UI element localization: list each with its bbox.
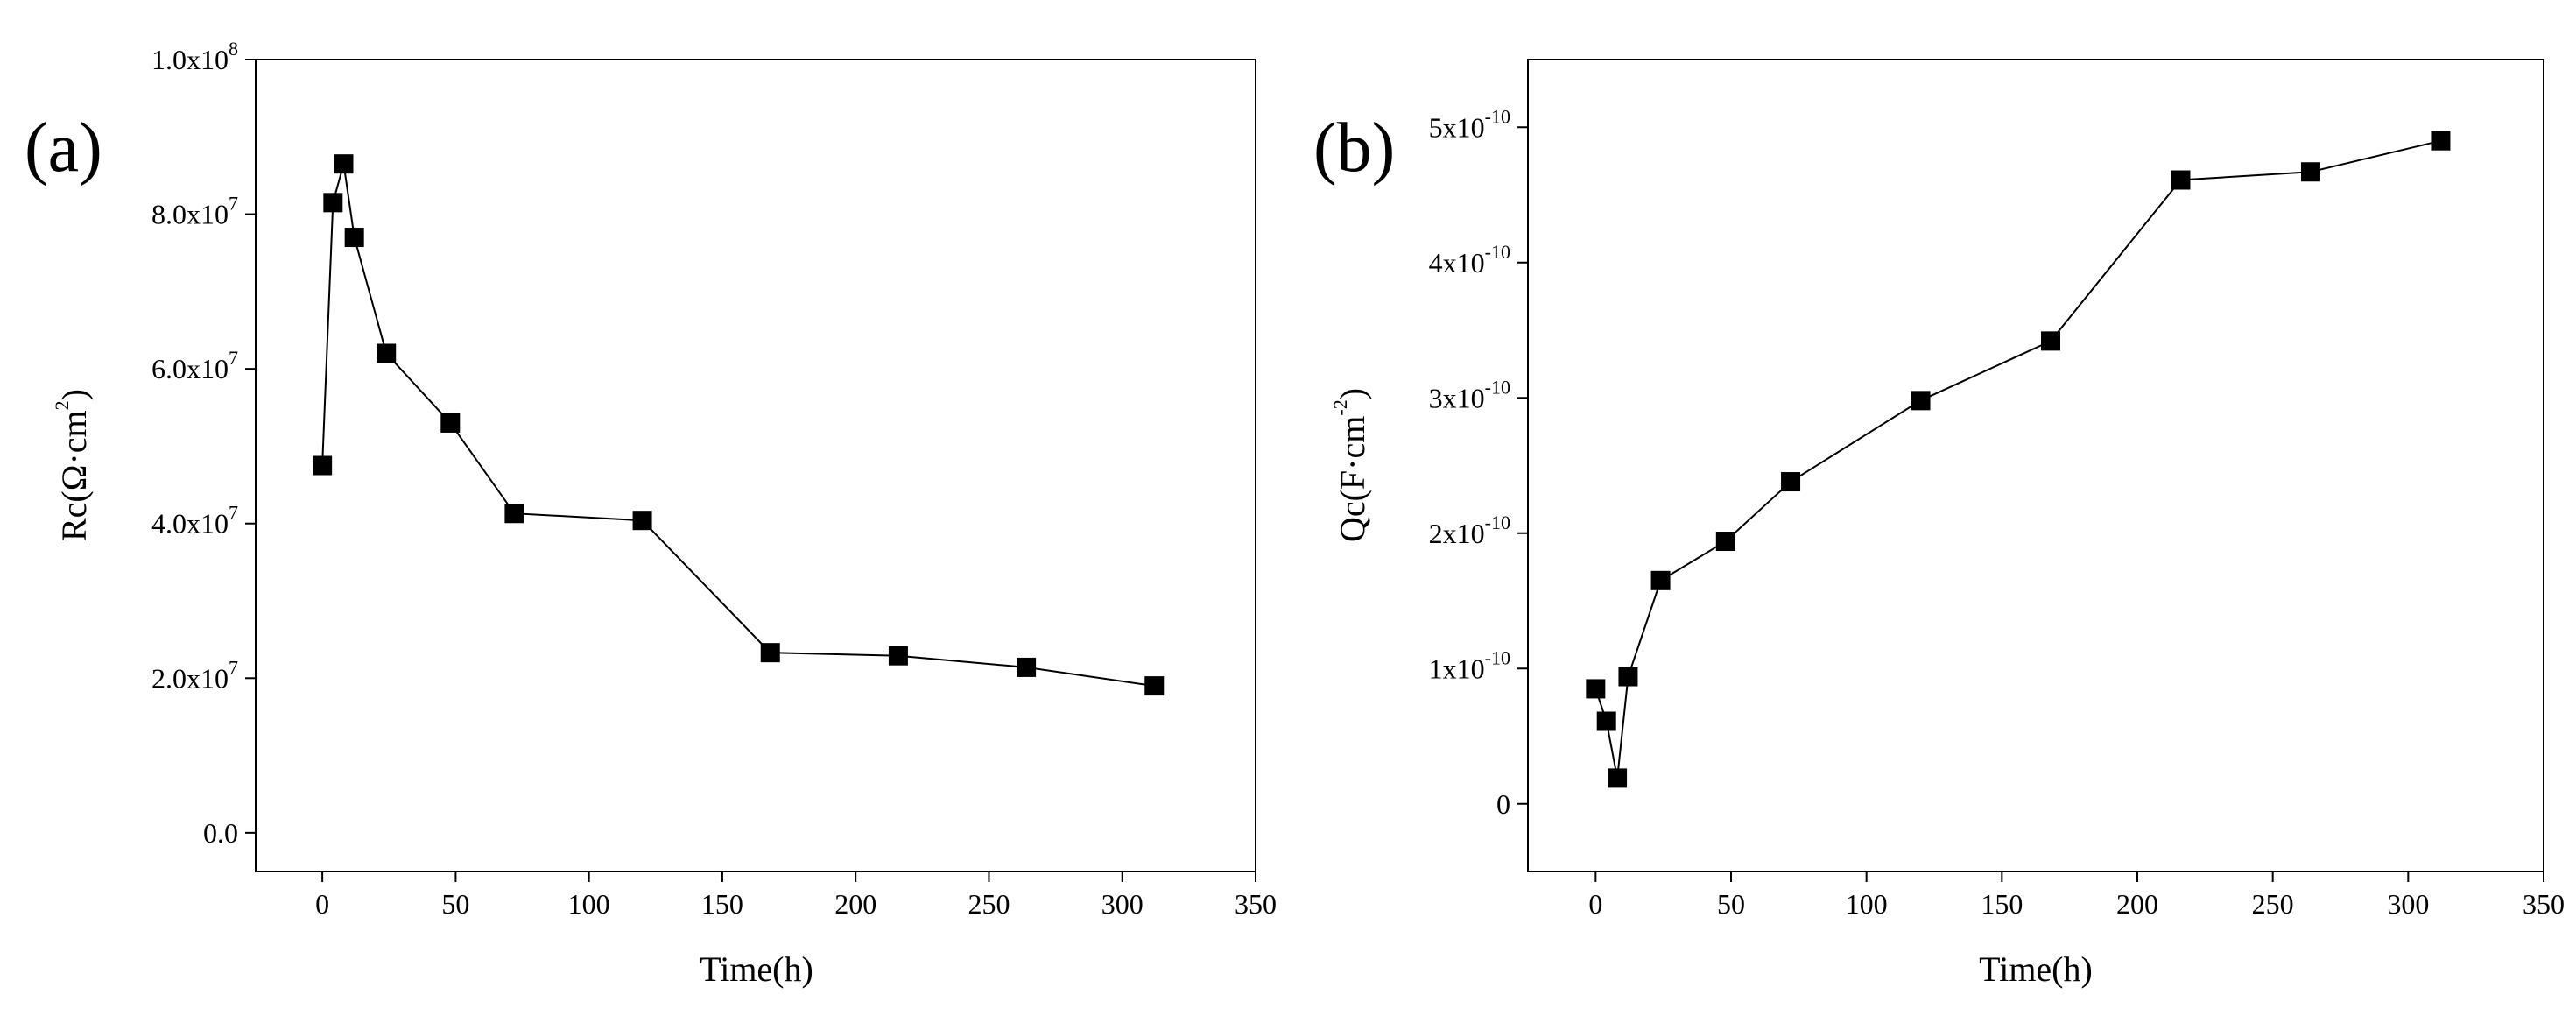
data-point <box>1017 657 1037 677</box>
x-tick-label: 250 <box>968 888 1010 920</box>
y-tick-label-base: 1x10 <box>1429 653 1485 684</box>
plot-frame <box>255 59 1256 872</box>
data-point <box>1911 391 1931 411</box>
data-point <box>760 643 780 663</box>
x-tick-label: 350 <box>2523 888 2565 920</box>
y-tick-label-base: 2x10 <box>1429 518 1485 549</box>
y-axis-title: Rc(Ω·cm2) <box>51 389 94 541</box>
y-axis-title-sup: -2 <box>1329 399 1351 415</box>
x-tick-label: 50 <box>441 888 469 920</box>
y-tick-label-base: 4.0x10 <box>151 508 229 540</box>
y-tick-label: 4.0x107 <box>151 502 238 540</box>
y-tick-label-exponent: 7 <box>229 656 238 678</box>
data-point <box>504 504 524 524</box>
x-tick-label: 250 <box>2252 888 2294 920</box>
series-group <box>313 154 1165 696</box>
x-tick-label: 300 <box>2387 888 2429 920</box>
y-tick-label: 1.0x108 <box>151 38 238 75</box>
x-tick-label: 100 <box>568 888 610 920</box>
y-axis-title-sup: 2 <box>51 400 73 410</box>
y-tick-label-exponent: -10 <box>1485 646 1510 668</box>
series-group <box>1586 131 2451 788</box>
x-axis-title: Time(h) <box>1979 949 2093 989</box>
y-axis-title-tail: ) <box>1333 388 1372 399</box>
y-tick-label-exponent: -10 <box>1485 241 1510 263</box>
data-point <box>1586 679 1606 699</box>
data-point <box>888 646 908 666</box>
x-tick-label: 200 <box>2116 888 2158 920</box>
y-tick-label-base: 3x10 <box>1429 382 1485 413</box>
data-point <box>1144 676 1165 696</box>
y-tick-label-exponent: 8 <box>229 38 238 60</box>
panel-label: (a) <box>25 109 102 187</box>
data-point <box>323 193 343 213</box>
x-tick-label: 150 <box>1981 888 2023 920</box>
y-tick-label: 8.0x107 <box>151 193 238 230</box>
y-axis-title-base: Rc(Ω·cm <box>54 410 94 541</box>
x-tick-label: 150 <box>701 888 743 920</box>
x-tick-label: 200 <box>834 888 876 920</box>
y-tick-label-exponent: -10 <box>1485 105 1510 127</box>
y-tick-label-base: 5x10 <box>1429 111 1485 143</box>
y-tick-label-base: 0.0 <box>203 817 238 849</box>
data-point <box>334 154 354 174</box>
y-tick-label-base: 4x10 <box>1429 247 1485 279</box>
data-point <box>632 511 652 531</box>
data-point <box>377 343 397 363</box>
x-tick-label: 0 <box>315 888 329 920</box>
y-tick-label-base: 8.0x10 <box>151 199 229 230</box>
y-axis-title-tail: ) <box>54 389 94 400</box>
data-point <box>2300 162 2320 182</box>
y-tick-label: 0 <box>1496 788 1510 820</box>
y-tick-label-exponent: -10 <box>1485 376 1510 398</box>
x-tick-label: 350 <box>1235 888 1277 920</box>
y-tick-label: 4x10-10 <box>1429 241 1510 279</box>
data-point <box>2431 131 2451 151</box>
series-line <box>1594 139 2441 779</box>
panel-b: 0 50 100 150 200 250 300 350 01x10-102x10-103x1… <box>1313 59 2565 989</box>
data-point <box>1781 472 1801 492</box>
y-tick-label: 2.0x107 <box>151 656 238 694</box>
data-point <box>1618 667 1638 687</box>
x-axis-title: Time(h) <box>700 949 813 989</box>
data-point <box>1650 570 1671 590</box>
plot-frame <box>1527 59 2544 872</box>
y-tick-label: 1x10-10 <box>1429 646 1510 684</box>
data-point <box>440 413 461 433</box>
data-point <box>313 455 333 476</box>
panel-label: (b) <box>1313 109 1395 187</box>
y-tick-label: 6.0x107 <box>151 347 238 385</box>
y-tick-label: 0.0 <box>203 817 238 849</box>
data-point <box>1596 711 1616 731</box>
data-point <box>1608 768 1628 788</box>
y-axis-title: Qc(F·cm-2) <box>1329 388 1372 542</box>
x-axis-ticks: 0 50 100 150 200 250 300 350 <box>315 871 1277 920</box>
y-tick-label-base: 0 <box>1496 788 1510 820</box>
x-tick-label: 100 <box>1846 888 1888 920</box>
data-point <box>344 228 364 248</box>
y-tick-label: 2x10-10 <box>1429 512 1510 549</box>
panel-a: 0 50 100 150 200 250 300 350 0.02.0x1074.0x1076… <box>25 38 1277 989</box>
y-tick-label: 5x10-10 <box>1429 105 1510 143</box>
data-point <box>2041 331 2061 351</box>
y-tick-label-base: 1.0x10 <box>151 44 229 75</box>
y-tick-label-exponent: 7 <box>229 193 238 215</box>
y-axis-title-base: Qc(F·cm <box>1333 416 1372 542</box>
y-tick-label-exponent: 7 <box>229 347 238 369</box>
x-axis-ticks: 0 50 100 150 200 250 300 350 <box>1588 871 2565 920</box>
y-tick-label: 3x10-10 <box>1429 376 1510 413</box>
y-tick-label-base: 6.0x10 <box>151 353 229 385</box>
y-tick-label-base: 2.0x10 <box>151 662 229 694</box>
data-point <box>2171 170 2191 190</box>
x-tick-label: 300 <box>1101 888 1144 920</box>
y-tick-label-exponent: -10 <box>1485 512 1510 533</box>
y-tick-label-exponent: 7 <box>229 502 238 524</box>
x-tick-label: 50 <box>1717 888 1745 920</box>
x-tick-label: 0 <box>1588 888 1602 920</box>
data-point <box>1715 532 1735 552</box>
